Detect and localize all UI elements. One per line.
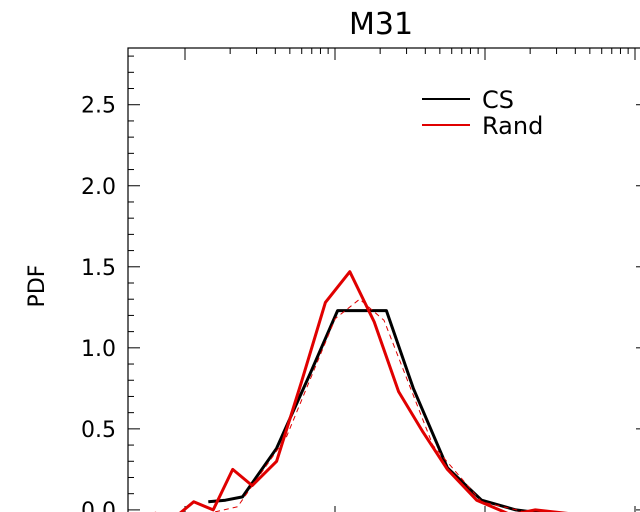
rand-series-line: [154, 270, 569, 512]
reference-series-line: [212, 298, 528, 512]
axis-ticks: [128, 48, 640, 512]
y-tick-label: 2.5: [81, 94, 116, 119]
y-tick-label: 2.0: [81, 175, 116, 200]
legend-label-rand: Rand: [482, 112, 543, 140]
chart-title: M31: [349, 7, 413, 42]
y-tick-label: 0.0: [81, 499, 116, 512]
plot-frame: [127, 47, 640, 512]
y-tick-label: 1.5: [81, 256, 116, 281]
y-tick-labels: 0.0 0.5 1.0 1.5 2.0 2.5: [81, 94, 116, 512]
y-tick-label: 0.5: [81, 418, 116, 443]
series-layer: [154, 270, 569, 512]
y-axis-label: PDF: [25, 265, 50, 308]
legend-label-cs: CS: [482, 86, 514, 114]
y-tick-label: 1.0: [81, 337, 116, 362]
cs-series-line: [208, 309, 545, 512]
